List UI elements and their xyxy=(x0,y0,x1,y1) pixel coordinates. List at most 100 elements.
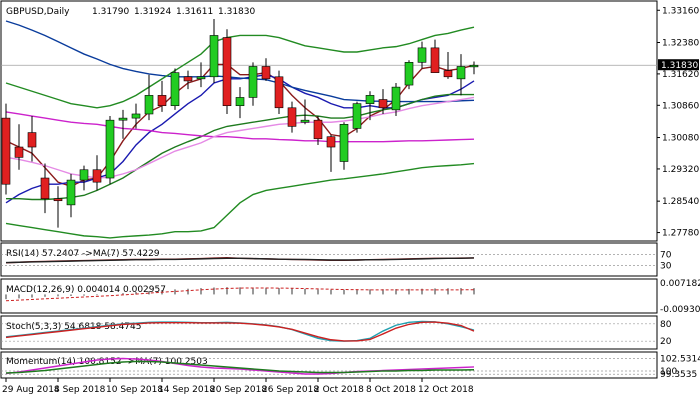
candle-body xyxy=(417,47,427,63)
stoch-tick-label: 20 xyxy=(660,337,672,347)
date-axis-label: 12 Oct 2018 xyxy=(418,385,474,395)
candle-body xyxy=(404,62,414,86)
stoch-panel-frame xyxy=(0,315,658,350)
bullish-candle xyxy=(391,82,401,117)
price-axis: 1.33160 1.32380 1.31620 1.30860 1.30080 1.293… xyxy=(657,6,699,239)
candle-body xyxy=(456,66,466,80)
ohlc-low: 1.31611 xyxy=(176,7,213,17)
rsi-lines xyxy=(1,254,657,266)
macd-marks xyxy=(5,287,475,302)
price-axis-tick-label: 1.31620 xyxy=(662,70,699,80)
candle-body xyxy=(170,72,180,107)
candle-body xyxy=(248,66,258,98)
momentum-lines xyxy=(1,357,657,375)
bullish-candle xyxy=(66,173,76,218)
candle-body xyxy=(157,95,167,107)
overlay-line xyxy=(5,162,475,239)
date-axis-label: 8 Oct 2018 xyxy=(366,385,416,395)
candle-body xyxy=(209,35,219,78)
rsi-panel-frame xyxy=(0,242,658,277)
candle-body xyxy=(469,64,479,68)
last-price-label: 1.31830 xyxy=(661,61,698,71)
bullish-candle xyxy=(352,101,362,133)
momentum-tick-label: 100 xyxy=(660,367,677,377)
date-axis-label: 4 Sep 2018 xyxy=(54,385,106,395)
ohlc-high: 1.31924 xyxy=(134,7,171,17)
candle-body xyxy=(27,132,37,148)
bearish-candle xyxy=(378,89,388,114)
bearish-candle xyxy=(1,103,11,195)
date-axis-label: 26 Sep 2018 xyxy=(262,385,319,395)
stoch-series-line xyxy=(5,321,475,342)
bullish-candle xyxy=(469,61,479,75)
candle-body xyxy=(339,124,349,162)
momentum-label: Momentum(14) 100.8152 ->MA(7) 100.2503 xyxy=(6,357,208,367)
price-axis-tick-label: 1.32380 xyxy=(662,38,699,48)
candle-body xyxy=(235,97,245,107)
bullish-candle xyxy=(235,87,245,119)
bullish-candle xyxy=(417,41,427,69)
candle-body xyxy=(430,47,440,73)
candle-body xyxy=(443,70,453,78)
bullish-candle xyxy=(300,99,310,125)
ohlc-close: 1.31830 xyxy=(218,7,255,17)
bullish-candle xyxy=(248,62,258,106)
momentum-series-line xyxy=(5,357,475,375)
candle-body xyxy=(40,177,50,199)
bullish-candle xyxy=(118,109,128,139)
candle-body xyxy=(183,76,193,82)
bullish-candle xyxy=(209,18,219,83)
stoch-lines xyxy=(1,320,657,342)
date-axis-label: 29 Aug 2018 xyxy=(2,385,60,395)
bearish-candle xyxy=(222,29,232,114)
date-axis-label: 10 Sep 2018 xyxy=(106,385,163,395)
bearish-candle xyxy=(287,101,297,133)
momentum-panel: Momentum(14) 100.8152 ->MA(7) 100.2503 xyxy=(0,351,658,379)
overlay-line xyxy=(5,26,475,109)
bearish-candle xyxy=(443,51,453,79)
bullish-candle xyxy=(79,165,89,191)
date-axis-label: 2 Oct 2018 xyxy=(314,385,364,395)
bearish-candle xyxy=(92,155,102,191)
rsi-tick-label: 70 xyxy=(660,250,672,260)
candle-body xyxy=(144,95,154,115)
momentum-tick-label: 99.3535 xyxy=(660,370,697,380)
rsi-label: RSI(14) 57.2407 ->MA(7) 57.4229 xyxy=(6,249,160,259)
candle-body xyxy=(79,169,89,181)
macd-tick-label: 0.007182 xyxy=(660,279,700,289)
bullish-candle xyxy=(131,103,141,129)
price-panel-frame xyxy=(0,0,658,242)
candle-body xyxy=(222,37,232,107)
overlay-line xyxy=(5,111,475,143)
candle-body xyxy=(118,117,128,121)
bearish-candle xyxy=(40,163,50,214)
rsi-panel: RSI(14) 57.2407 ->MA(7) 57.4229 xyxy=(0,242,658,277)
candle-body xyxy=(53,198,63,202)
stoch-tick-label: 80 xyxy=(660,320,672,330)
symbol-header: GBPUSD,Daily xyxy=(6,7,70,17)
macd-panel: MACD(12,26,9) 0.004014 0.002957 xyxy=(0,278,658,314)
candle-body xyxy=(196,76,206,80)
momentum-panel-frame xyxy=(0,351,658,379)
candle-body xyxy=(66,179,76,206)
macd-panel-frame xyxy=(0,278,658,314)
date-axis-label: 20 Sep 2018 xyxy=(210,385,267,395)
rsi-series-line xyxy=(5,257,475,264)
bearish-candle xyxy=(14,124,24,170)
macd-signal-line xyxy=(5,287,475,302)
bearish-candle xyxy=(183,70,193,90)
candle-body xyxy=(92,169,102,183)
bullish-candle xyxy=(196,62,206,88)
bearish-candle xyxy=(157,80,167,112)
date-axis-label: 14 Sep 2018 xyxy=(158,385,215,395)
bullish-candle xyxy=(144,74,154,121)
macd-tick-label: -0.009307 xyxy=(660,305,700,315)
stoch-label: Stoch(5,3,3) 54.6818 58.4745 xyxy=(6,322,141,332)
price-axis-tick-label: 1.33160 xyxy=(662,6,699,16)
price-axis-tick-label: 1.28540 xyxy=(662,197,699,207)
price-axis-tick-label: 1.30080 xyxy=(662,134,699,144)
